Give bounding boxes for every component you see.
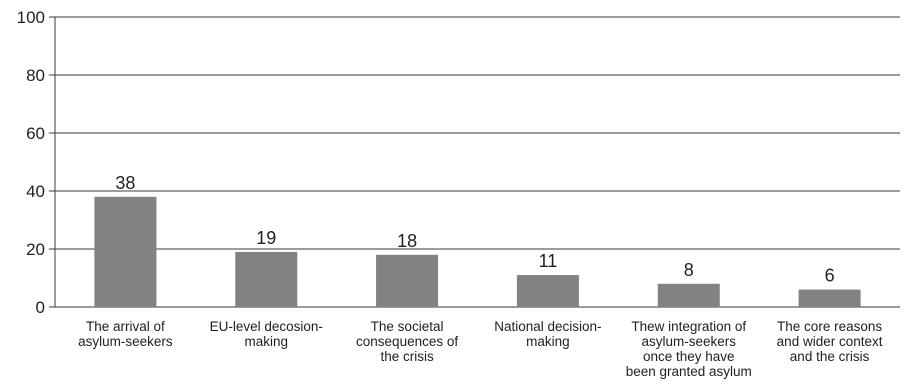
x-tick-label-line: the crisis xyxy=(380,349,434,364)
x-tick-label-line: asylum-seekers xyxy=(641,334,736,349)
y-tick-label: 0 xyxy=(36,298,45,317)
y-axis: 0 20 40 60 80 100 xyxy=(17,8,56,317)
x-tick-label-line: consequences of xyxy=(356,334,458,349)
x-tick-label-line: once they have xyxy=(643,349,735,364)
x-tick-label-line: been granted asylum xyxy=(626,364,752,379)
bars xyxy=(94,196,861,307)
bar xyxy=(235,251,298,307)
x-tick-label: National decision-making xyxy=(494,319,601,349)
x-tick-label-line: The core reasons xyxy=(777,319,882,334)
bar xyxy=(376,254,439,307)
gridlines xyxy=(55,16,900,308)
y-tick-label: 20 xyxy=(26,240,45,259)
data-label: 18 xyxy=(397,231,417,251)
bar xyxy=(516,275,579,307)
data-label: 8 xyxy=(684,260,694,280)
bar xyxy=(94,196,157,307)
x-tick-label-line: and wider context xyxy=(777,334,883,349)
x-tick-label-line: and the crisis xyxy=(790,349,870,364)
data-label: 11 xyxy=(539,251,558,271)
x-tick-label-line: The arrival of xyxy=(86,319,165,334)
x-tick-label: The arrival of asylum-seekers xyxy=(78,319,173,349)
x-tick-label-line: making xyxy=(526,334,570,349)
x-tick-label-line: EU-level decosion- xyxy=(210,319,323,334)
y-tick-label: 60 xyxy=(26,124,45,143)
x-tick-label-line: The societal xyxy=(371,319,444,334)
data-label: 19 xyxy=(256,228,276,248)
y-tick-label: 40 xyxy=(26,182,45,201)
bar xyxy=(657,283,720,307)
x-tick-label-line: National decision- xyxy=(494,319,601,334)
value-labels: 38 19 18 11 8 6 xyxy=(115,173,834,286)
x-tick-label: The core reasons and wider context and the… xyxy=(777,319,883,364)
bar xyxy=(798,289,861,307)
data-label: 38 xyxy=(115,173,135,193)
y-tick-label: 100 xyxy=(17,8,45,27)
x-tick-label: The societal consequences of the crisis xyxy=(356,319,458,364)
x-tick-label: Thew integration of asylum-seekers once th… xyxy=(626,319,752,379)
x-tick-label-line: asylum-seekers xyxy=(78,334,173,349)
data-label: 6 xyxy=(825,266,835,286)
x-tick-label-line: making xyxy=(244,334,288,349)
x-tick-label-line: Thew integration of xyxy=(631,319,746,334)
y-tick-label: 80 xyxy=(26,66,45,85)
x-tick-label: EU-level decosion-making xyxy=(210,319,323,349)
